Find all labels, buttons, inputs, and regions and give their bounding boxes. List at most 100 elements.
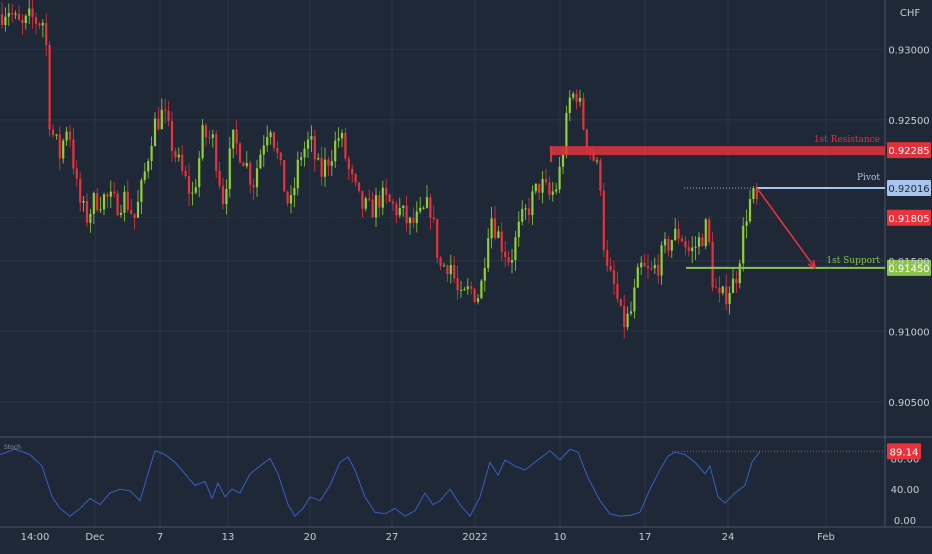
candle-body xyxy=(337,138,340,141)
candle-body xyxy=(572,93,575,98)
level-price-tag xyxy=(887,180,931,197)
candle-body xyxy=(425,197,429,208)
candle-body xyxy=(368,198,371,200)
candle-body xyxy=(157,118,160,130)
candle-body xyxy=(456,278,459,291)
candle-body xyxy=(106,194,109,197)
time-tick-label: 14:00 xyxy=(21,532,50,543)
stoch-tick-label: 0.00 xyxy=(894,516,916,527)
candle-body xyxy=(75,168,78,179)
candle-body xyxy=(262,145,265,155)
candle-body xyxy=(92,193,95,214)
candle-body xyxy=(439,257,442,266)
candle-body xyxy=(476,298,480,302)
candle-body xyxy=(745,221,748,226)
stoch-line xyxy=(0,448,761,517)
candle-body xyxy=(201,125,204,159)
candle-body xyxy=(62,140,65,159)
time-tick-label: 13 xyxy=(222,532,235,543)
time-tick-label: Dec xyxy=(85,532,104,543)
candle-body xyxy=(538,183,541,193)
candle-body xyxy=(663,239,667,246)
candle-body xyxy=(232,129,235,149)
candle-body xyxy=(446,265,449,275)
time-tick-label: 17 xyxy=(639,532,652,543)
candle-body xyxy=(293,188,296,196)
candle-body xyxy=(657,264,660,276)
candle-body xyxy=(313,136,316,160)
candle-body xyxy=(568,97,571,113)
candle-body xyxy=(269,132,272,138)
current-price-text: 0.91805 xyxy=(888,214,929,225)
candle-body xyxy=(102,194,106,210)
candle-body xyxy=(419,207,422,212)
candle-body xyxy=(660,245,663,276)
candle-body xyxy=(748,199,752,222)
candle-body xyxy=(405,205,408,224)
candle-body xyxy=(602,190,605,251)
candle-body xyxy=(303,148,306,158)
resistance-label: 1st Resistance xyxy=(814,135,880,145)
candle-body xyxy=(65,131,68,141)
candle-body xyxy=(174,150,177,158)
candle-body xyxy=(636,267,639,288)
candle-body xyxy=(153,118,157,147)
level-price-text: 0.91450 xyxy=(888,264,929,275)
candle-body xyxy=(68,131,72,140)
candle-body xyxy=(170,120,174,151)
candle-body xyxy=(17,13,21,20)
candle-body xyxy=(79,178,82,203)
candle-body xyxy=(626,313,629,328)
time-tick-label: 27 xyxy=(386,532,399,543)
candle-body xyxy=(357,182,361,191)
grid-lines xyxy=(0,0,885,527)
candle-body xyxy=(473,288,476,302)
candle-body xyxy=(14,13,17,15)
candle-body xyxy=(755,188,758,199)
candle-body xyxy=(548,182,551,195)
candle-body xyxy=(680,238,684,242)
currency-label: CHF xyxy=(900,8,921,19)
candle-body xyxy=(255,168,259,188)
candle-body xyxy=(317,157,320,160)
candlestick-series xyxy=(0,0,885,339)
candle-body xyxy=(51,129,55,136)
candle-body xyxy=(643,262,646,267)
candle-body xyxy=(344,132,347,159)
candle-body xyxy=(718,287,721,294)
candle-body xyxy=(364,198,367,209)
candle-body xyxy=(650,268,653,270)
candle-body xyxy=(334,140,337,162)
candle-body xyxy=(371,199,374,218)
candle-body xyxy=(354,174,357,183)
candle-body xyxy=(34,17,38,24)
candle-body xyxy=(480,280,483,299)
candle-body xyxy=(116,193,119,215)
level-price-tag xyxy=(887,259,931,276)
candle-body xyxy=(670,240,673,251)
candle-body xyxy=(684,241,687,248)
candle-body xyxy=(89,213,92,223)
candle-body xyxy=(72,139,75,169)
pivot-label: Pivot xyxy=(857,173,880,183)
candle-body xyxy=(524,208,527,210)
candle-body xyxy=(96,193,99,211)
candle-body xyxy=(113,191,116,194)
candle-body xyxy=(204,125,208,138)
time-tick-label: Feb xyxy=(817,532,835,543)
candle-body xyxy=(541,179,544,193)
candle-body xyxy=(459,289,463,291)
candle-body xyxy=(289,195,293,204)
candle-body xyxy=(412,217,415,224)
candle-body xyxy=(721,286,724,294)
candle-body xyxy=(561,154,565,167)
projection-line xyxy=(756,187,816,269)
price-tick-label: 0.92500 xyxy=(888,116,929,127)
level-price-tag xyxy=(887,142,931,159)
candle-body xyxy=(575,93,578,102)
candle-body xyxy=(198,158,201,188)
candle-body xyxy=(347,158,350,169)
candle-body xyxy=(150,146,153,161)
